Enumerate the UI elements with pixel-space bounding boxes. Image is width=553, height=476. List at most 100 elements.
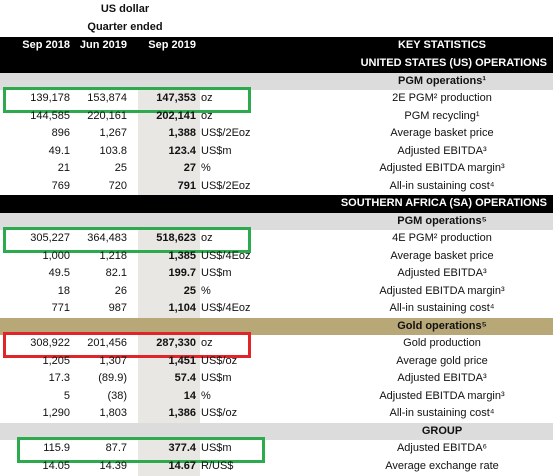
value-cell: 14.05 — [42, 459, 70, 472]
unit-cell: US$m — [201, 442, 232, 454]
value-cell: 518,623 — [156, 232, 196, 244]
value-cell: 25 — [114, 162, 127, 174]
value-cell: 1,218 — [99, 249, 127, 262]
row-label: Adjusted EBITDA margin³ — [379, 389, 505, 402]
value-cell: 87.7 — [105, 442, 127, 454]
value-cell: 1,451 — [168, 354, 196, 367]
row-label: Average basket price — [390, 249, 494, 262]
value-cell: 49.5 — [48, 267, 70, 279]
currency-heading: US dollar — [100, 3, 150, 15]
unit-cell: US$/oz — [201, 354, 238, 367]
row-label: Average gold price — [396, 354, 488, 367]
value-cell: 103.8 — [99, 144, 127, 157]
value-cell: 769 — [51, 179, 70, 192]
row-label: Adjusted EBITDA⁶ — [396, 442, 488, 454]
region-heading: SOUTHERN AFRICA (SA) OPERATIONS — [340, 197, 547, 209]
value-cell: 14.67 — [168, 459, 196, 472]
value-cell: (89.9) — [98, 372, 127, 384]
value-cell: 123.4 — [168, 144, 196, 157]
column-heading: Sep 2018 — [22, 39, 70, 51]
value-cell: 25 — [183, 284, 196, 297]
value-cell: 287,330 — [156, 337, 196, 349]
value-cell: 1,104 — [168, 302, 196, 314]
region-bar — [0, 55, 553, 73]
row-label: 4E PGM² production — [392, 232, 492, 244]
value-cell: 1,267 — [99, 127, 127, 139]
value-cell: 115.9 — [43, 442, 70, 454]
value-cell: 147,353 — [156, 92, 196, 104]
value-cell: 1,385 — [168, 249, 196, 262]
current-column-shade — [138, 73, 200, 476]
unit-cell: % — [201, 284, 211, 297]
unit-cell: % — [201, 162, 211, 174]
region-bar — [0, 195, 553, 213]
value-cell: 720 — [108, 179, 127, 192]
row-label: Adjusted EBITDA margin³ — [379, 284, 505, 297]
value-cell: 308,922 — [30, 337, 70, 349]
row-label: Gold production — [403, 337, 481, 349]
region-heading: UNITED STATES (US) OPERATIONS — [360, 57, 547, 69]
value-cell: 1,388 — [168, 127, 196, 139]
value-cell: 49.1 — [48, 144, 70, 157]
unit-cell: US$/2Eoz — [201, 127, 251, 139]
column-heading: Jun 2019 — [79, 39, 127, 51]
row-label: Adjusted EBITDA³ — [397, 144, 487, 157]
section-bar — [0, 422, 553, 440]
row-label: All-in sustaining cost⁴ — [389, 179, 495, 192]
value-cell: 364,483 — [87, 232, 127, 244]
value-cell: 82.1 — [105, 267, 127, 279]
value-cell: 377.4 — [168, 442, 196, 454]
row-label: Average exchange rate — [385, 459, 499, 472]
unit-cell: US$m — [201, 144, 232, 157]
value-cell: 791 — [177, 179, 196, 192]
section-heading: GROUP — [421, 424, 463, 437]
value-cell: 1,386 — [168, 407, 196, 419]
row-label: 2E PGM² production — [392, 92, 492, 104]
unit-cell: US$/oz — [201, 407, 238, 419]
highlight-box — [3, 87, 251, 113]
unit-cell: % — [201, 389, 211, 402]
highlight-box — [3, 227, 251, 253]
value-cell: 1,803 — [99, 407, 127, 419]
value-cell: 987 — [108, 302, 127, 314]
section-bar — [0, 317, 553, 335]
unit-cell: US$/2Eoz — [201, 179, 251, 192]
value-cell: 153,874 — [87, 92, 127, 104]
value-cell: 201,456 — [87, 337, 127, 349]
section-heading: PGM operations⁵ — [397, 214, 487, 227]
value-cell: 27 — [183, 162, 196, 174]
header-bar — [0, 37, 553, 55]
section-heading: PGM operations¹ — [397, 74, 486, 87]
row-label: All-in sustaining cost⁴ — [389, 407, 495, 419]
value-cell: 21 — [57, 162, 70, 174]
unit-cell: oz — [201, 337, 213, 349]
value-cell: 18 — [57, 284, 70, 297]
row-label: Adjusted EBITDA³ — [397, 267, 487, 279]
unit-cell: oz — [201, 92, 213, 104]
highlight-box — [3, 332, 251, 358]
column-heading: Sep 2019 — [148, 39, 196, 51]
value-cell: 1,307 — [99, 354, 127, 367]
section-heading: Gold operations⁵ — [397, 319, 487, 332]
row-label: Adjusted EBITDA margin³ — [379, 162, 505, 174]
period-heading: Quarter ended — [87, 21, 163, 33]
unit-cell: R/US$ — [201, 459, 234, 472]
value-cell: 14 — [183, 389, 196, 402]
unit-cell: US$m — [201, 267, 232, 279]
value-cell: 1,000 — [42, 249, 70, 262]
value-cell: 144,585 — [30, 109, 70, 122]
value-cell: 1,290 — [42, 407, 70, 419]
value-cell: 57.4 — [174, 372, 196, 384]
value-cell: 26 — [114, 284, 127, 297]
table-title: KEY STATISTICS — [397, 39, 486, 51]
value-cell: 5 — [63, 389, 70, 402]
row-label: PGM recycling¹ — [404, 109, 480, 122]
highlight-box — [17, 437, 265, 463]
row-label: All-in sustaining cost⁴ — [389, 302, 495, 314]
unit-cell: US$m — [201, 372, 232, 384]
value-cell: 17.3 — [48, 372, 70, 384]
unit-cell: oz — [201, 232, 213, 244]
value-cell: 305,227 — [30, 232, 70, 244]
value-cell: (38) — [107, 389, 127, 402]
